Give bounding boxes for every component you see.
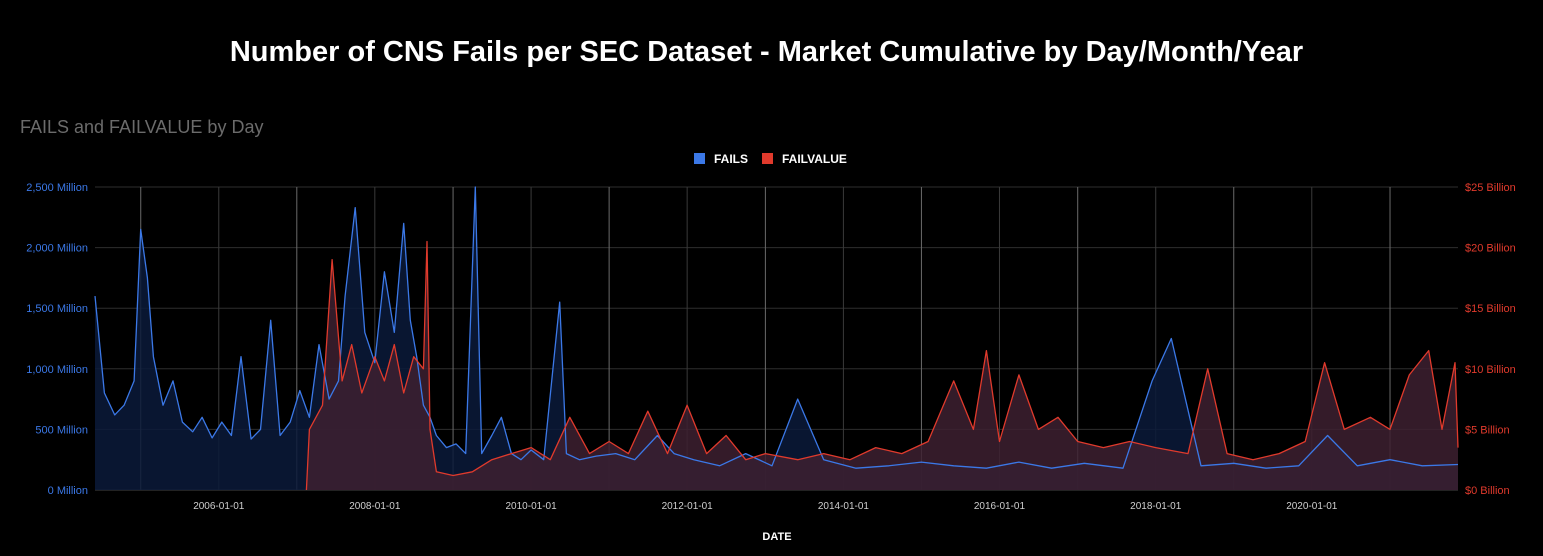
- x-tick-label: 2012-01-01: [662, 501, 714, 512]
- y-axis-left: 0 Million 500 Million 1,000 Million 1,500 M…: [26, 182, 88, 497]
- y-left-tick-label: 2,000 Million: [26, 243, 88, 255]
- series-line-fails: [94, 186, 1459, 469]
- x-tick-label: 2006-01-01: [193, 501, 245, 512]
- y-left-tick-label: 0 Million: [48, 485, 88, 497]
- x-tick-label: 2014-01-01: [818, 501, 870, 512]
- y-right-tick-label: $0 Billion: [1465, 485, 1510, 497]
- legend-label-failvalue: FAILVALUE: [782, 152, 847, 166]
- x-tick-label: 2018-01-01: [1130, 501, 1182, 512]
- x-tick-label: 2010-01-01: [506, 501, 558, 512]
- y-right-tick-label: $15 Billion: [1465, 303, 1516, 315]
- x-tick-label: 2020-01-01: [1286, 501, 1338, 512]
- chart-subtitle: FAILS and FAILVALUE by Day: [20, 117, 263, 137]
- page-title: Number of CNS Fails per SEC Dataset - Ma…: [229, 36, 1304, 68]
- x-axis: 2006-01-01 2008-01-01 2010-01-01 2012-01-01…: [193, 501, 1338, 512]
- y-right-tick-label: $25 Billion: [1465, 182, 1516, 194]
- y-left-tick-label: 500 Million: [35, 424, 88, 436]
- y-right-tick-label: $5 Billion: [1465, 424, 1510, 436]
- legend-swatch-fails: [694, 153, 705, 164]
- legend-swatch-failvalue: [762, 153, 773, 164]
- series-area-fails: [95, 187, 1458, 490]
- series-lines: [94, 186, 1459, 491]
- chart: FAILS and FAILVALUE by Day FAILS FAILVALU…: [20, 117, 1516, 543]
- series-areas: [95, 187, 1458, 490]
- y-left-tick-label: 2,500 Million: [26, 182, 88, 194]
- x-axis-title: DATE: [762, 531, 791, 543]
- x-tick-label: 2016-01-01: [974, 501, 1026, 512]
- series-area-failvalue: [306, 241, 1458, 490]
- y-axis-right: $0 Billion $5 Billion $10 Billion $15 Billi…: [1465, 182, 1516, 497]
- y-left-tick-label: 1,500 Million: [26, 303, 88, 315]
- y-left-tick-label: 1,000 Million: [26, 364, 88, 376]
- legend: FAILS FAILVALUE: [694, 152, 847, 166]
- series-line-failvalue: [305, 240, 1459, 491]
- y-right-tick-label: $20 Billion: [1465, 243, 1516, 255]
- y-right-tick-label: $10 Billion: [1465, 364, 1516, 376]
- x-tick-label: 2008-01-01: [349, 501, 401, 512]
- legend-label-fails: FAILS: [714, 152, 748, 166]
